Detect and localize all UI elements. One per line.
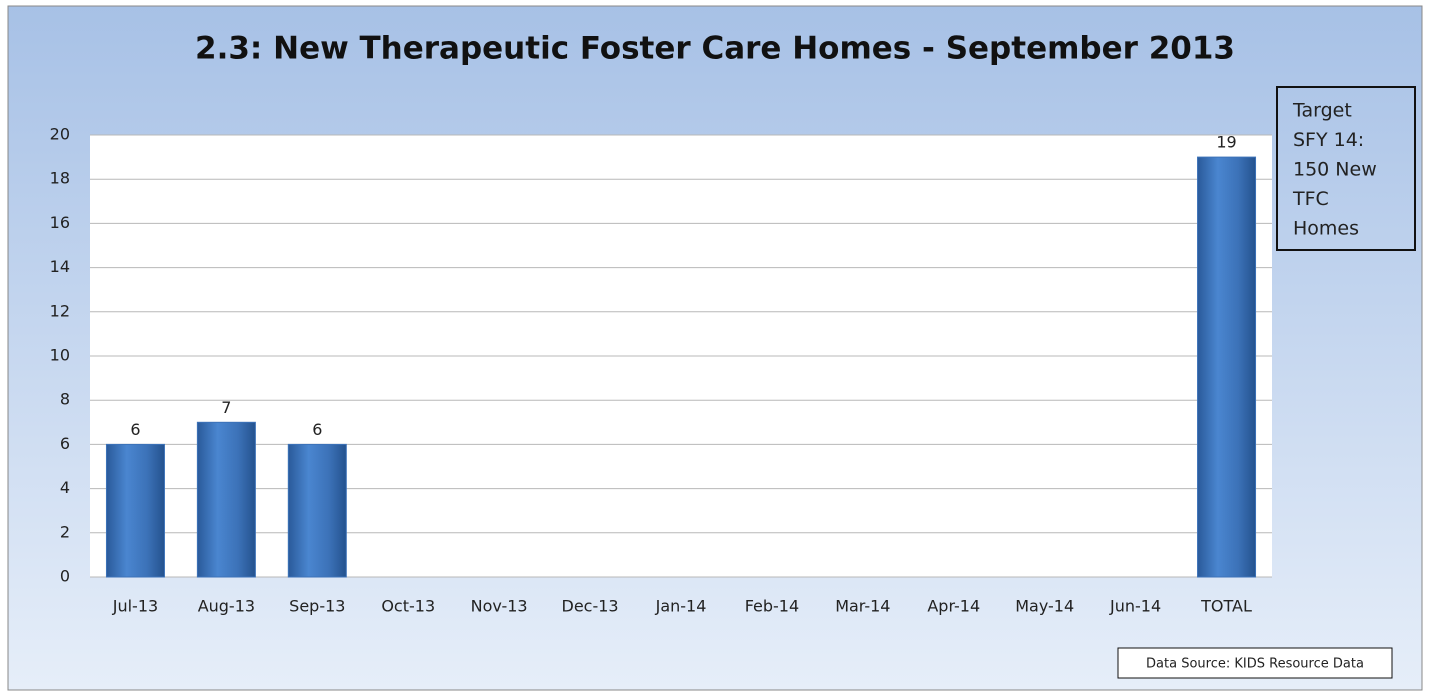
bar — [196, 421, 256, 578]
data-label: 7 — [221, 398, 231, 417]
y-tick-label: 18 — [50, 169, 70, 188]
x-tick-label: Aug-13 — [198, 597, 255, 616]
x-tick-label: Oct-13 — [381, 597, 435, 616]
x-tick-label: Jul-13 — [112, 597, 158, 616]
y-tick-label: 12 — [50, 301, 70, 320]
source-box — [1117, 647, 1393, 679]
y-tick-label: 2 — [60, 522, 70, 541]
bar — [1197, 156, 1257, 578]
y-tick-label: 16 — [50, 213, 70, 232]
bar — [105, 443, 165, 578]
x-tick-label: Feb-14 — [745, 597, 799, 616]
y-tick-label: 0 — [60, 567, 70, 586]
chart-title: 2.3: New Therapeutic Foster Care Homes -… — [195, 31, 1235, 67]
data-label: 19 — [1216, 133, 1236, 152]
annotation-line: Target — [1292, 100, 1352, 122]
y-tick-label: 20 — [50, 125, 70, 144]
x-tick-label: TOTAL — [1200, 597, 1252, 616]
annotation-line: Homes — [1293, 218, 1359, 240]
x-tick-label: Jun-14 — [1109, 597, 1161, 616]
x-tick-label: Nov-13 — [471, 597, 528, 616]
x-tick-label: Jan-14 — [655, 597, 707, 616]
x-tick-label: Dec-13 — [562, 597, 619, 616]
y-tick-label: 14 — [50, 257, 70, 276]
bar — [287, 443, 347, 578]
x-tick-label: Sep-13 — [289, 597, 345, 616]
y-tick-label: 6 — [60, 434, 70, 453]
y-tick-label: 4 — [60, 478, 70, 497]
annotation-line: TFC — [1292, 188, 1329, 210]
source: Data Source: KIDS Resource Data — [1146, 657, 1364, 672]
annotation-box — [1276, 86, 1416, 251]
annotation-line: 150 New — [1293, 159, 1377, 181]
x-tick-label: Apr-14 — [927, 597, 980, 616]
data-label: 6 — [130, 420, 140, 439]
data-label: 6 — [312, 420, 322, 439]
x-tick-label: Mar-14 — [835, 597, 890, 616]
annotation-line: SFY 14: — [1293, 129, 1364, 151]
x-tick-label: May-14 — [1015, 597, 1074, 616]
y-tick-label: 10 — [50, 346, 70, 365]
y-tick-label: 8 — [60, 390, 70, 409]
